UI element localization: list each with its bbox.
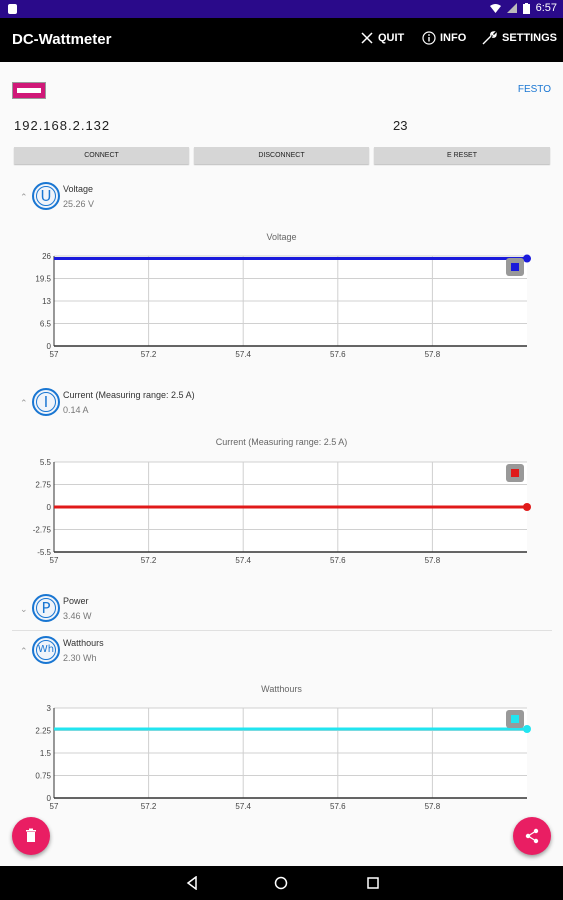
data-point [523, 254, 531, 263]
current-icon: I [32, 388, 60, 416]
chevron-down-icon[interactable]: ⌄ [20, 604, 28, 614]
festo-link[interactable]: FESTO [517, 84, 551, 95]
current-value: 0.14 A [63, 405, 89, 415]
power-section: ⌄ P Power 3.46 W [0, 592, 563, 632]
watthours-chart-title: Watthours [261, 684, 302, 694]
signal-blocked-icon [506, 3, 517, 13]
y-tick-label: 13 [42, 297, 51, 306]
app-title: DC-Wattmeter [12, 31, 112, 48]
current-chart: -5.5 -2.75 0 2.75 5.5 57 57.2 57.4 57.6 57.8 [33, 458, 531, 565]
y-tick-label: -2.75 [33, 526, 52, 535]
close-icon [361, 32, 373, 44]
power-icon: P [32, 594, 60, 622]
chevron-up-icon[interactable]: ⌃ [20, 192, 28, 202]
y-tick-label: 0 [47, 342, 52, 351]
info-label: INFO [440, 32, 467, 44]
x-tick-label: 57 [50, 350, 59, 359]
info-button[interactable]: INFO [422, 31, 466, 45]
port-number[interactable]: 23 [393, 118, 408, 133]
x-tick-label: 57.6 [330, 556, 346, 565]
x-tick-label: 57 [50, 802, 59, 811]
x-tick-label: 57.2 [141, 802, 157, 811]
y-tick-label: 6.5 [40, 320, 52, 329]
watthours-label: Watthours [63, 638, 104, 648]
reset-button[interactable]: E RESET [374, 147, 550, 164]
chevron-up-icon[interactable]: ⌃ [20, 646, 28, 656]
voltage-chart: 0 6.5 13 19.5 26 57 57.2 57.4 57.6 57.8 [35, 252, 531, 359]
watthours-icon: Wh [32, 636, 60, 664]
voltage-icon: U [32, 182, 60, 210]
y-tick-label: 26 [42, 252, 51, 261]
watthours-value: 2.30 Wh [63, 653, 97, 663]
y-tick-label: 1.5 [40, 749, 52, 758]
power-label: Power [63, 596, 89, 606]
brand-logo [12, 82, 46, 99]
data-point [523, 725, 531, 733]
y-tick-label: 2.75 [35, 481, 51, 490]
battery-icon [522, 2, 530, 14]
settings-label: SETTINGS [502, 32, 558, 44]
trash-icon [26, 828, 36, 842]
voltage-section: ⌃ U Voltage 25.26 V [0, 180, 563, 380]
navigation-bar [0, 866, 563, 900]
clock: 6:57 [535, 2, 557, 14]
share-icon [525, 828, 539, 844]
y-tick-label: 19.5 [35, 275, 51, 284]
legend-swatch [511, 469, 519, 477]
current-label: Current (Measuring range: 2.5 A) [63, 390, 195, 400]
watthours-section: ⌃ Wh Watthours 2.30 Wh [0, 634, 563, 674]
share-button[interactable] [513, 817, 551, 855]
x-tick-label: 57 [50, 556, 59, 565]
x-tick-label: 57.6 [330, 350, 346, 359]
y-tick-label: 3 [47, 704, 52, 713]
back-icon[interactable] [185, 876, 199, 890]
x-tick-label: 57.8 [425, 556, 441, 565]
notification-icon [8, 4, 17, 14]
delete-button[interactable] [12, 817, 50, 855]
main-content: FESTO 192.168.2.132 23 CONNECT DISCONNEC… [0, 62, 563, 866]
wifi-icon [489, 4, 501, 13]
info-icon [422, 31, 436, 45]
settings-button[interactable]: SETTINGS [482, 31, 557, 45]
status-right: 6:57 [489, 2, 557, 14]
quit-button[interactable]: QUIT [360, 31, 404, 45]
legend-swatch [511, 263, 519, 271]
app-bar: DC-Wattmeter QUIT INFO SETTINGS [0, 18, 563, 62]
voltage-value: 25.26 V [63, 199, 95, 209]
x-tick-label: 57.4 [235, 556, 251, 565]
y-tick-label: -5.5 [37, 548, 51, 557]
watthours-chart: 0 0.75 1.5 2.25 3 57 57.2 57.4 57.6 57.8 [35, 704, 531, 811]
y-tick-label: 2.25 [35, 727, 51, 736]
x-tick-label: 57.2 [141, 556, 157, 565]
x-tick-label: 57.6 [330, 802, 346, 811]
ip-address[interactable]: 192.168.2.132 [14, 118, 111, 133]
x-tick-label: 57.4 [235, 802, 251, 811]
current-section: ⌃ I Current (Measuring range: 2.5 A) 0.1… [0, 386, 563, 426]
home-icon[interactable] [274, 876, 288, 890]
divider [12, 630, 552, 631]
wrench-icon [482, 31, 497, 45]
x-tick-label: 57.2 [141, 350, 157, 359]
x-tick-label: 57.4 [235, 350, 251, 359]
current-chart-title: Current (Measuring range: 2.5 A) [215, 437, 348, 447]
x-tick-label: 57.8 [425, 350, 441, 359]
data-point [523, 503, 531, 511]
connect-button[interactable]: CONNECT [14, 147, 189, 164]
status-bar: 6:57 [0, 0, 563, 18]
y-tick-label: 0.75 [35, 772, 51, 781]
recents-icon[interactable] [366, 876, 380, 890]
chevron-up-icon[interactable]: ⌃ [20, 398, 28, 408]
disconnect-button[interactable]: DISCONNECT [194, 147, 369, 164]
y-tick-label: 5.5 [40, 458, 52, 467]
quit-label: QUIT [378, 32, 405, 44]
voltage-chart-title: Voltage [266, 232, 297, 242]
legend-swatch [511, 715, 519, 723]
voltage-label: Voltage [63, 184, 94, 194]
x-tick-label: 57.8 [425, 802, 441, 811]
power-value: 3.46 W [63, 611, 92, 621]
y-tick-label: 0 [47, 794, 52, 803]
y-tick-label: 0 [47, 503, 52, 512]
